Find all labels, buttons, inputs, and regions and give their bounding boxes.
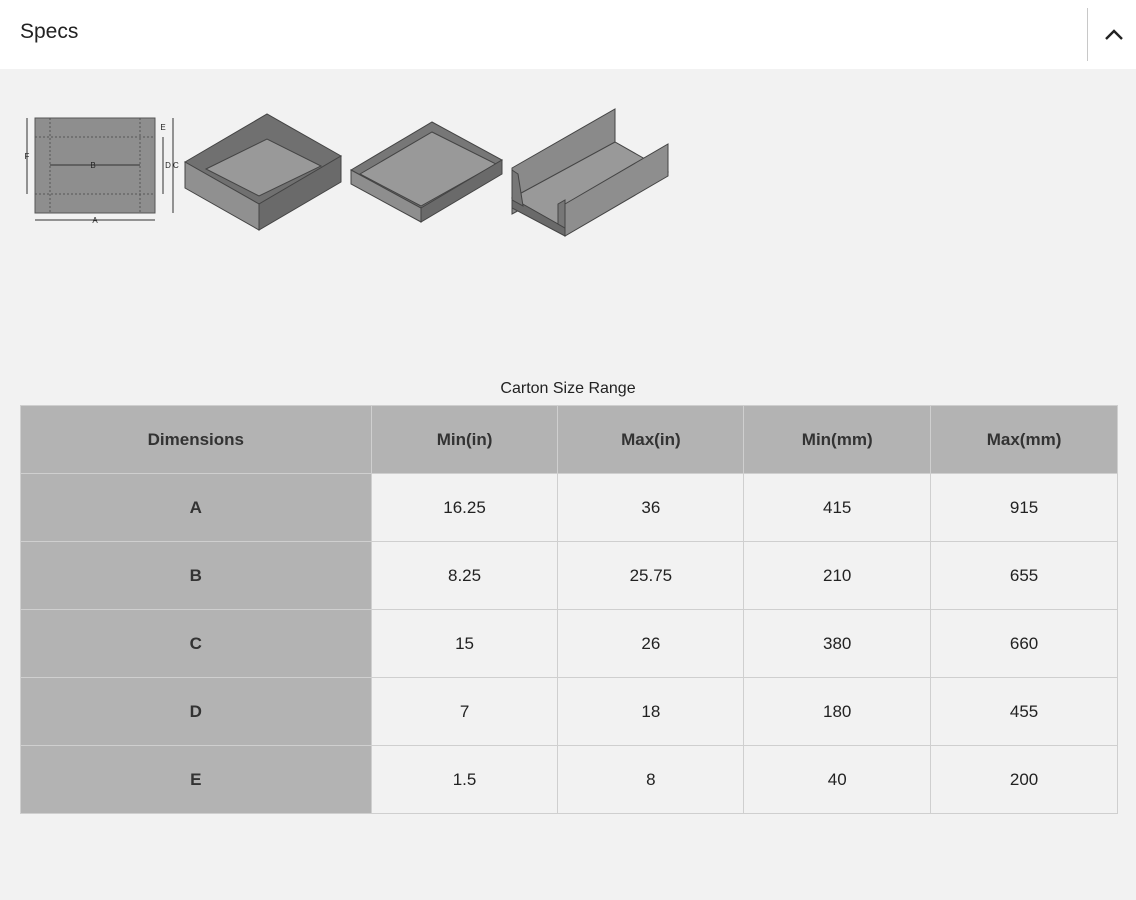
label-e: E bbox=[160, 123, 165, 132]
dimension-label: B bbox=[20, 541, 372, 610]
table-cell: 40 bbox=[743, 745, 932, 814]
table-cell: 1.5 bbox=[370, 745, 559, 814]
wrap-tray-illustration bbox=[510, 108, 670, 237]
label-d: D bbox=[165, 161, 171, 170]
flat-blank-diagram: B A D C E F bbox=[25, 117, 179, 225]
table-row: B 8.25 25.75 210 655 bbox=[20, 541, 1118, 610]
table-cell: 36 bbox=[557, 473, 745, 542]
table-cell: 660 bbox=[930, 609, 1118, 678]
table-row: D 7 18 180 455 bbox=[20, 677, 1118, 746]
label-f: F bbox=[25, 152, 30, 161]
table-cell: 25.75 bbox=[557, 541, 745, 610]
table-cell: 210 bbox=[743, 541, 932, 610]
table-cell: 915 bbox=[930, 473, 1118, 542]
table-cell: 26 bbox=[557, 609, 745, 678]
label-c: C bbox=[173, 161, 179, 170]
table-cell: 415 bbox=[743, 473, 932, 542]
table-cell: 455 bbox=[930, 677, 1118, 746]
header-divider bbox=[1087, 8, 1088, 61]
table-cell: 655 bbox=[930, 541, 1118, 610]
dimension-label: C bbox=[20, 609, 372, 678]
table-cell: 18 bbox=[557, 677, 745, 746]
table-cell: 16.25 bbox=[370, 473, 559, 542]
section-title: Specs bbox=[20, 20, 79, 43]
table-cell: 15 bbox=[370, 609, 559, 678]
table-cell: 200 bbox=[930, 745, 1118, 814]
specs-header[interactable]: Specs bbox=[0, 0, 1136, 69]
column-header: Max(mm) bbox=[930, 405, 1118, 474]
table-cell: 7 bbox=[370, 677, 559, 746]
table-cell: 380 bbox=[743, 609, 932, 678]
carton-size-table: Dimensions Min(in) Max(in) Min(mm) Max(mm) A… bbox=[20, 405, 1118, 814]
column-header: Max(in) bbox=[557, 405, 745, 474]
column-header: Min(mm) bbox=[743, 405, 932, 474]
label-a: A bbox=[92, 216, 98, 225]
table-cell: 8 bbox=[557, 745, 745, 814]
table-row: C 15 26 380 660 bbox=[20, 609, 1118, 678]
collapse-button[interactable] bbox=[1094, 16, 1134, 52]
table-caption: Carton Size Range bbox=[500, 380, 636, 397]
tray-with-corners-illustration bbox=[349, 121, 504, 223]
table-cell: 180 bbox=[743, 677, 932, 746]
dimension-label: A bbox=[20, 473, 372, 542]
column-header: Dimensions bbox=[20, 405, 372, 474]
chevron-up-icon bbox=[1105, 29, 1123, 40]
table-cell: 8.25 bbox=[370, 541, 559, 610]
label-b: B bbox=[90, 161, 95, 170]
dimension-label: E bbox=[20, 745, 372, 814]
dimension-label: D bbox=[20, 677, 372, 746]
open-tray-illustration bbox=[183, 113, 343, 231]
column-header: Min(in) bbox=[370, 405, 559, 474]
carton-diagram-image: B A D C E F bbox=[25, 108, 670, 237]
table-row: E 1.5 8 40 200 bbox=[20, 745, 1118, 814]
table-row: A 16.25 36 415 915 bbox=[20, 473, 1118, 542]
